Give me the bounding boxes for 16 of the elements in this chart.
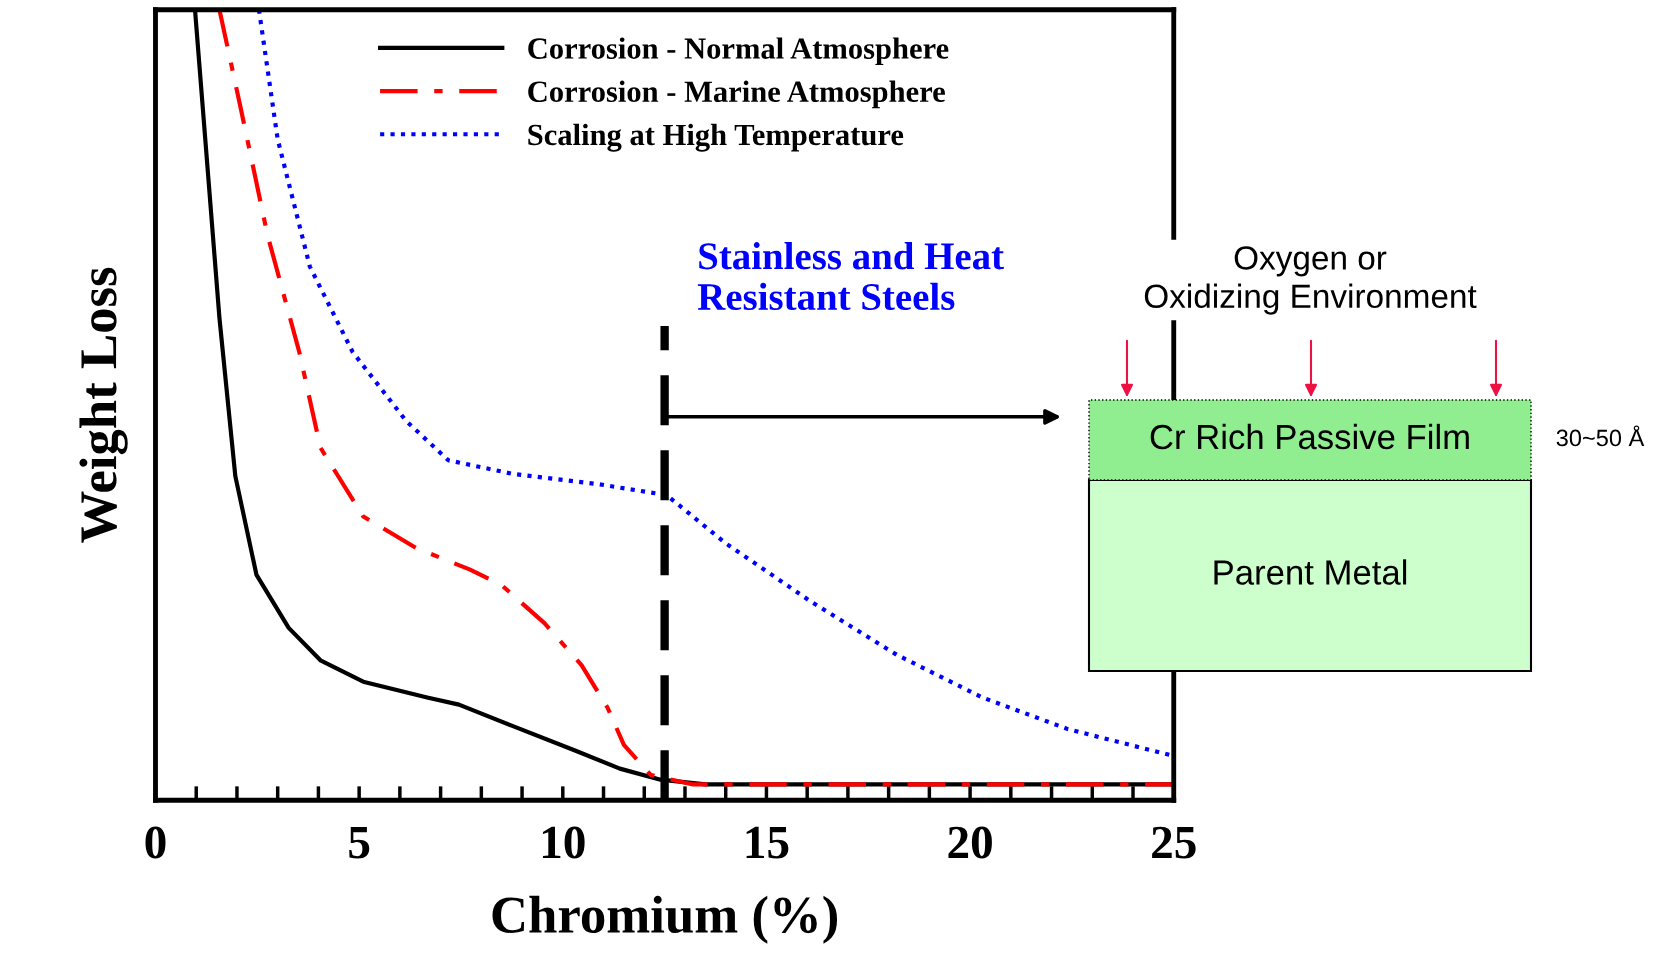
- x-tick-label: 20: [948, 826, 992, 859]
- annotation: Oxygen or Oxidizing Environment: [1144, 246, 1477, 315]
- y-axis-title: Weight Loss: [79, 267, 128, 543]
- annotation: Cr Rich Passive Film: [1150, 423, 1469, 450]
- legend-label: Scaling at High Temperature: [528, 123, 904, 152]
- x-tick-label: 0: [145, 826, 166, 859]
- text: Parent Metal: [1214, 559, 1407, 585]
- x-tick-label: 5: [349, 827, 370, 859]
- x-tick-label: 25: [1152, 826, 1196, 859]
- x-tick-label: 10: [542, 826, 585, 859]
- legend-label: Corrosion - Normal Atmosphere: [528, 37, 949, 66]
- text: 30~50 Å: [1556, 425, 1645, 447]
- x-axis-title: Chromium (%): [492, 895, 838, 944]
- legend-label: Corrosion - Marine Atmosphere: [528, 80, 945, 109]
- ref-line-label: Stainless and Heat Resistant Steels: [697, 242, 1004, 311]
- x-tick-label: 15: [746, 826, 789, 859]
